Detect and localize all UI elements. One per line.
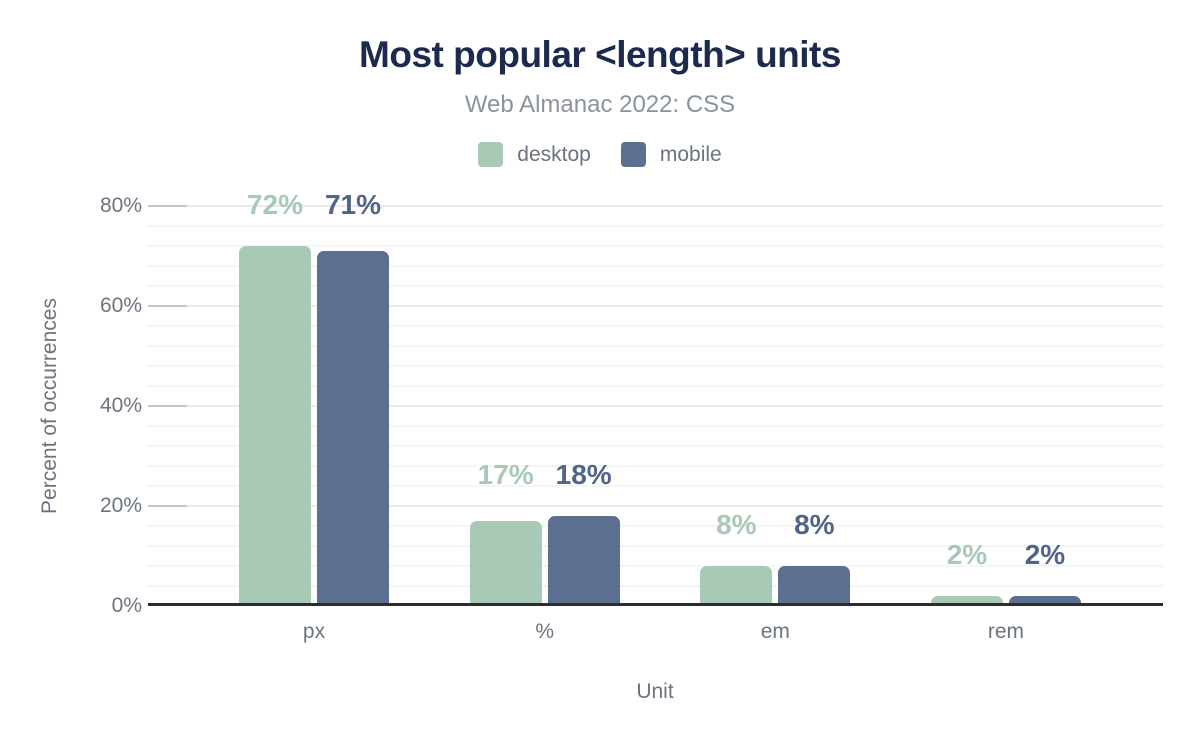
minor-gridline: [148, 345, 1163, 347]
data-label-mobile-%: 18%: [555, 459, 612, 490]
x-tick-label-px: px: [302, 620, 326, 643]
minor-gridline: [148, 265, 1163, 267]
y-tick-label: 40%: [99, 394, 142, 417]
bar-mobile-px: [317, 251, 389, 606]
y-axis-tick-mark: [148, 405, 187, 407]
y-axis-tick-mark: [148, 505, 187, 507]
minor-gridline: [148, 525, 1163, 527]
plot-area: 72% 71% 17% 18% 8% 8% 2% 2%: [148, 190, 1163, 606]
minor-gridline: [148, 325, 1163, 327]
y-tick-label: 60%: [99, 294, 142, 317]
minor-gridline: [148, 245, 1163, 247]
major-gridline: [148, 505, 1163, 507]
minor-gridline: [148, 565, 1163, 567]
minor-gridline: [148, 545, 1163, 547]
x-tick-label-em: em: [760, 620, 790, 643]
bar-desktop-px: [239, 246, 311, 606]
x-tick-label-rem: rem: [987, 620, 1025, 643]
minor-gridline: [148, 465, 1163, 467]
minor-gridline: [148, 225, 1163, 227]
data-label-desktop-em: 8%: [716, 509, 757, 540]
y-tick-label: 0%: [111, 594, 142, 617]
legend-swatch-desktop: [478, 142, 504, 167]
data-label-desktop-rem: 2%: [946, 539, 988, 570]
major-gridline: [148, 405, 1163, 407]
bar-desktop-em: [700, 566, 773, 606]
x-tick-label-%: %: [535, 620, 554, 643]
minor-gridline: [148, 285, 1163, 287]
y-axis-tick-mark: [148, 205, 187, 207]
x-axis-title: Unit: [636, 680, 674, 703]
data-label-mobile-px: 71%: [324, 189, 382, 220]
bar-mobile-%: [547, 516, 620, 606]
data-label-desktop-%: 17%: [477, 459, 534, 490]
bar-mobile-em: [778, 566, 851, 606]
major-gridline: [148, 205, 1163, 207]
x-axis-line: [148, 603, 1163, 606]
data-label-mobile-rem: 2%: [1024, 539, 1066, 570]
chart-title: Most popular <length> units: [359, 34, 841, 75]
y-axis-tick-mark: [148, 305, 187, 307]
legend-item-mobile[interactable]: mobile: [620, 142, 722, 167]
data-label-desktop-px: 72%: [246, 189, 304, 220]
major-gridline: [148, 305, 1163, 307]
minor-gridline: [148, 385, 1163, 387]
minor-gridline: [148, 485, 1163, 487]
y-tick-label: 80%: [99, 194, 142, 217]
minor-gridline: [148, 365, 1163, 367]
bar-desktop-%: [469, 521, 542, 606]
data-label-mobile-em: 8%: [794, 509, 835, 540]
minor-gridline: [148, 445, 1163, 447]
legend-label-desktop: desktop: [517, 142, 591, 166]
bar-mobile-rem: [1008, 596, 1081, 606]
minor-gridline: [148, 585, 1163, 587]
legend: desktop mobile: [0, 142, 1200, 167]
legend-label-mobile: mobile: [659, 142, 722, 166]
bar-desktop-rem: [930, 596, 1003, 606]
minor-gridline: [148, 425, 1163, 427]
legend-item-desktop[interactable]: desktop: [478, 142, 591, 167]
y-tick-label: 20%: [99, 494, 142, 517]
legend-swatch-mobile: [620, 142, 646, 167]
chart-subtitle: Web Almanac 2022: CSS: [464, 91, 736, 118]
